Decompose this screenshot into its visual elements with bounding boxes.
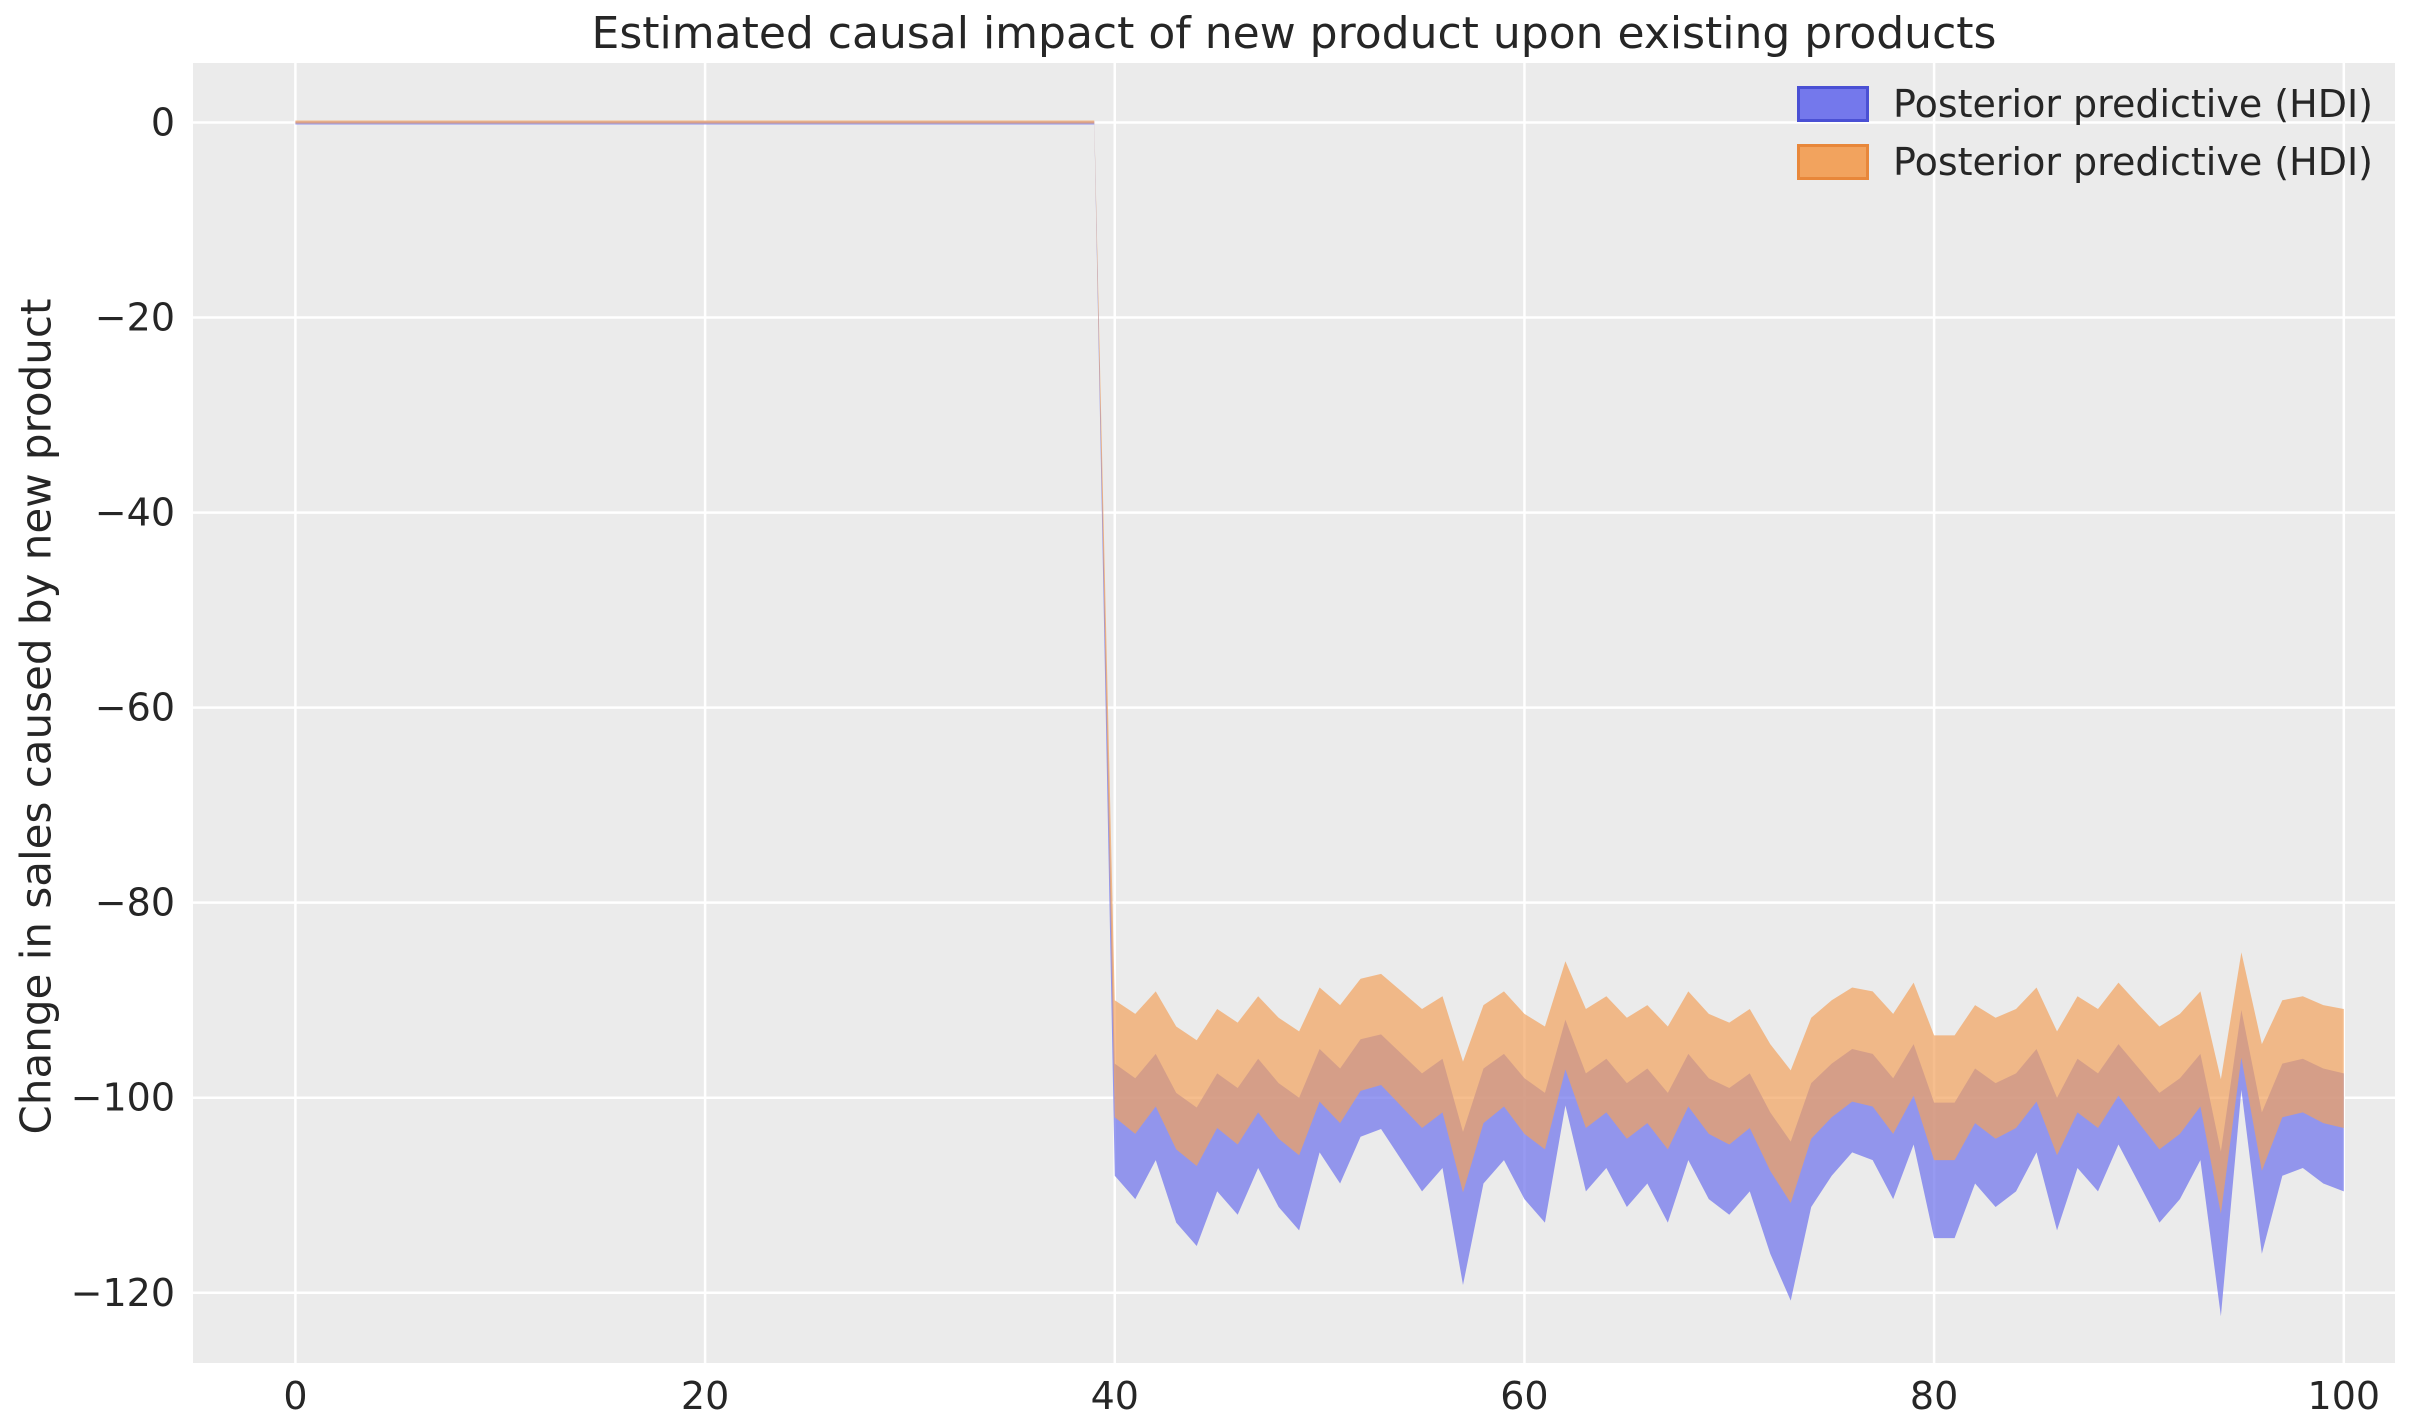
y-tick-label: −60 [95, 686, 175, 730]
legend-item-posterior-blue: Posterior predictive (HDI) [1797, 82, 2373, 126]
x-tick-label: 60 [1500, 1374, 1548, 1418]
y-tick-label: −80 [95, 881, 175, 925]
legend-swatch-orange-icon [1797, 144, 1870, 180]
x-tick-label: 100 [2308, 1374, 2381, 1418]
x-tick-label: 80 [1910, 1374, 1958, 1418]
x-tick-label: 0 [283, 1374, 307, 1418]
y-axis-label: Change in sales caused by new product [11, 298, 61, 1135]
legend: Posterior predictive (HDI) Posterior pre… [1797, 82, 2373, 184]
x-tick-label: 20 [681, 1374, 729, 1418]
legend-label-orange: Posterior predictive (HDI) [1893, 140, 2373, 184]
chart-title: Estimated causal impact of new product u… [591, 8, 1997, 59]
legend-item-posterior-orange: Posterior predictive (HDI) [1797, 140, 2373, 184]
x-tick-label: 40 [1091, 1374, 1139, 1418]
y-tick-label: −20 [95, 296, 175, 340]
y-tick-label: −40 [95, 491, 175, 535]
y-tick-label: 0 [151, 100, 175, 144]
legend-swatch-blue-icon [1797, 86, 1870, 122]
y-tick-label: −100 [71, 1076, 175, 1120]
hdi-band-orange [295, 120, 2344, 1214]
y-tick-label: −120 [71, 1271, 175, 1315]
legend-label-blue: Posterior predictive (HDI) [1893, 82, 2373, 126]
